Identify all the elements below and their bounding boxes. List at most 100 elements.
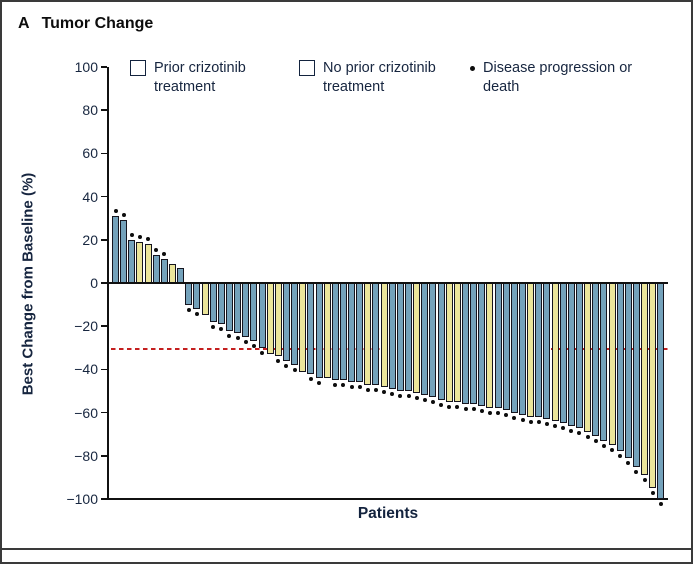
patient-bar-32-no_prior — [364, 283, 372, 385]
y-tick-mark-60 — [101, 152, 107, 155]
legend-item-no-prior-crizotinib: No prior crizotinib treatment — [299, 59, 453, 97]
patient-bar-40-prior — [429, 283, 437, 398]
patient-bar-49-prior — [502, 283, 510, 411]
y-tick-label-100: 100 — [74, 59, 98, 75]
progression-death-dot-patient-19 — [260, 350, 265, 355]
patient-bar-11-prior — [193, 283, 201, 309]
progression-death-dot-patient-51 — [520, 417, 525, 422]
patient-bar-68-prior — [657, 283, 665, 499]
patient-bar-13-prior — [209, 283, 217, 322]
patient-bar-7-prior — [160, 259, 168, 283]
patient-bar-26-prior — [315, 283, 323, 379]
patient-bar-22-prior — [282, 283, 290, 361]
y-tick-label--100: −100 — [66, 491, 98, 507]
progression-death-dot-patient-45 — [471, 406, 476, 411]
y-tick-mark--20 — [101, 325, 107, 327]
patient-bar-24-no_prior — [299, 283, 307, 372]
patient-bar-10-prior — [185, 283, 193, 305]
patient-bar-16-prior — [234, 283, 242, 333]
progression-death-dot-patient-57 — [569, 428, 574, 433]
patient-bar-50-prior — [510, 283, 518, 413]
progression-death-dot-patient-50 — [512, 415, 517, 420]
patient-bar-65-prior — [632, 283, 640, 467]
progression-death-dot-patient-46 — [479, 409, 484, 414]
patient-bar-9-prior — [177, 267, 185, 283]
patient-bar-59-no_prior — [584, 283, 592, 433]
progression-death-dot-patient-16 — [235, 335, 240, 340]
patient-bar-66-no_prior — [641, 283, 649, 476]
legend-label: Disease progression or death — [483, 60, 633, 96]
progression-death-dot-patient-58 — [577, 430, 582, 435]
event-dot-icon — [470, 66, 475, 71]
patient-bar-28-prior — [331, 283, 339, 381]
patient-bar-47-no_prior — [486, 283, 494, 409]
y-tick-mark-0 — [101, 282, 107, 284]
patient-bar-57-prior — [567, 283, 575, 426]
progression-death-dot-patient-6 — [154, 247, 159, 252]
y-tick-label-60: 60 — [82, 145, 98, 162]
progression-death-dot-patient-39 — [422, 398, 427, 403]
x-axis-title: Patients — [357, 505, 419, 522]
y-axis-title: Best Change from Baseline (%) — [19, 172, 37, 396]
progression-death-dot-patient-1 — [113, 209, 118, 214]
progression-death-dot-patient-41 — [439, 402, 444, 407]
progression-death-dot-patient-68 — [658, 502, 663, 506]
progression-death-dot-patient-13 — [211, 324, 216, 329]
progression-death-dot-patient-62 — [610, 448, 615, 452]
progression-death-dot-patient-5 — [146, 237, 151, 242]
patient-bar-42-no_prior — [445, 283, 453, 402]
panel-divider-rule — [2, 548, 691, 551]
patient-bar-56-prior — [559, 283, 567, 424]
progression-death-dot-patient-11 — [194, 311, 199, 316]
patient-bar-64-prior — [624, 283, 632, 458]
progression-death-dot-patient-65 — [634, 469, 639, 474]
y-tick-label-40: 40 — [82, 188, 98, 205]
patient-bar-31-prior — [356, 283, 364, 383]
zero-baseline — [108, 282, 668, 284]
patient-bar-12-no_prior — [201, 283, 209, 316]
patient-bar-34-no_prior — [380, 283, 388, 387]
progression-death-dot-patient-26 — [317, 381, 321, 386]
progression-death-dot-patient-10 — [186, 307, 191, 312]
patient-bar-3-prior — [128, 239, 136, 283]
patient-bar-27-no_prior — [323, 283, 331, 379]
y-tick-mark-100 — [101, 66, 107, 68]
progression-death-dot-patient-21 — [276, 359, 281, 364]
progression-death-dot-patient-63 — [618, 454, 623, 459]
progression-death-dot-patient-67 — [650, 491, 655, 496]
patient-bar-20-no_prior — [266, 283, 274, 355]
patient-bar-33-prior — [372, 283, 380, 385]
patient-bar-5-no_prior — [144, 244, 152, 283]
patient-bar-54-prior — [543, 283, 551, 420]
patient-bar-2-prior — [120, 220, 128, 283]
progression-death-dot-patient-49 — [504, 413, 509, 418]
progression-death-dot-patient-42 — [447, 404, 452, 409]
patient-bar-39-prior — [421, 283, 429, 396]
progression-death-dot-patient-29 — [341, 383, 346, 388]
legend-item-disease-progression: Disease progression or death — [470, 59, 633, 97]
progression-death-dot-patient-60 — [593, 439, 598, 444]
patient-bar-60-prior — [592, 283, 600, 437]
minus-100-line — [108, 498, 668, 500]
patient-bar-52-no_prior — [527, 283, 535, 417]
plot-area — [112, 67, 668, 506]
progression-death-dot-patient-40 — [430, 400, 435, 405]
patient-bar-30-prior — [348, 283, 356, 383]
patient-bar-19-prior — [258, 283, 266, 348]
patient-bar-51-prior — [519, 283, 526, 415]
progression-death-dot-patient-22 — [284, 363, 289, 368]
legend-label: Prior crizotinib treatment — [154, 60, 246, 96]
y-tick-mark-20 — [101, 239, 107, 241]
patient-bar-15-prior — [225, 283, 233, 331]
progression-death-dot-patient-7 — [162, 252, 167, 257]
patient-bar-53-prior — [535, 283, 543, 417]
progression-death-dot-patient-38 — [414, 396, 419, 401]
progression-death-dot-patient-32 — [365, 387, 370, 392]
patient-bar-17-prior — [242, 283, 250, 337]
y-tick-label--20: −20 — [74, 318, 98, 335]
y-tick-label--40: −40 — [74, 361, 98, 378]
progression-death-dot-patient-15 — [227, 333, 232, 338]
patient-bar-67-no_prior — [649, 283, 657, 489]
progression-death-dot-patient-3 — [129, 232, 134, 237]
